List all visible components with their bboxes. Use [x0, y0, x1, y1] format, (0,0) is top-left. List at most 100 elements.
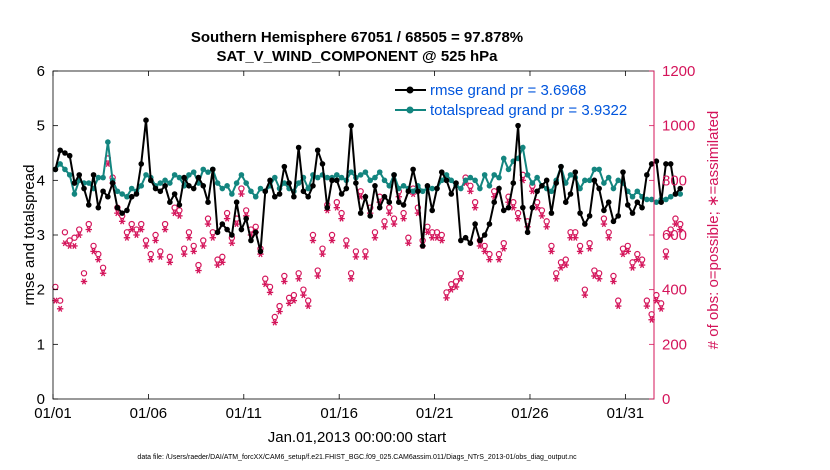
obs-assimilated-marker — [405, 240, 412, 247]
x-tick-label: 01/11 — [226, 405, 262, 422]
rmse-point — [138, 161, 145, 167]
rmse-point — [343, 185, 350, 192]
rmse-point — [295, 144, 302, 151]
rmse-point — [176, 202, 183, 208]
y-right-tick-label: 1000 — [662, 118, 695, 135]
obs-assimilated-marker — [615, 302, 622, 310]
rmse-point — [548, 210, 555, 216]
obs-assimilated-marker — [138, 226, 145, 233]
obs-possible-marker — [624, 242, 631, 250]
obs-assimilated-marker — [171, 210, 178, 217]
rmse-point — [186, 183, 192, 189]
obs-possible-marker — [76, 226, 83, 233]
y-axis-left-label: rmse and totalspread — [21, 165, 38, 306]
obs-assimilated-marker — [553, 275, 560, 282]
rmse-point — [76, 172, 83, 178]
spread-point — [524, 172, 531, 178]
spread-point — [171, 172, 178, 178]
spread-point — [205, 169, 211, 175]
obs-assimilated-marker — [80, 278, 88, 285]
spread-point — [257, 185, 264, 192]
rmse-point — [438, 169, 445, 175]
rmse-point — [658, 199, 664, 205]
rmse-point — [271, 193, 278, 200]
spread-point — [57, 161, 63, 167]
y-axis-right: 0 200 400 600 800 1000 1200 — [649, 63, 695, 408]
obs-assimilated-marker — [543, 223, 550, 230]
obs-possible-marker — [667, 226, 674, 233]
obs-assimilated-marker — [290, 297, 298, 304]
rmse-point — [209, 166, 216, 173]
y-left-tick-label: 2 — [37, 282, 45, 299]
obs-assimilated-marker — [562, 261, 569, 269]
obs-assimilated-marker — [343, 242, 350, 250]
obs-possible-marker — [576, 242, 584, 250]
rmse-point — [376, 204, 383, 211]
spread-point — [610, 185, 617, 192]
obs-assimilated-marker — [262, 281, 269, 288]
obs-assimilated-marker — [548, 248, 555, 255]
obs-assimilated-marker — [500, 245, 507, 252]
spread-point — [520, 144, 526, 151]
rmse-point — [663, 161, 669, 167]
rmse-point — [357, 210, 364, 216]
spread-point — [271, 174, 278, 181]
rmse-point — [243, 215, 249, 222]
obs-assimilated-marker — [219, 259, 226, 266]
obs-assimilated-marker — [638, 261, 646, 269]
obs-assimilated-marker — [433, 234, 441, 241]
obs-possible-marker — [581, 286, 589, 293]
obs-assimilated-marker — [667, 231, 674, 239]
rmse-point — [496, 185, 502, 192]
obs-assimilated-marker — [304, 302, 312, 310]
obs-possible-marker — [653, 291, 660, 299]
obs-possible-marker — [562, 256, 569, 263]
obs-possible-marker — [195, 261, 202, 269]
spread-point — [238, 172, 245, 178]
rmse-point — [300, 188, 307, 195]
obs-possible-marker — [152, 231, 159, 239]
rmse-point — [162, 183, 168, 189]
rmse-point — [648, 161, 655, 167]
rmse-point — [624, 202, 631, 208]
rmse-point — [591, 177, 598, 184]
rmse-point — [572, 169, 579, 175]
rmse-point — [276, 191, 283, 197]
rmse-point — [252, 229, 259, 236]
obs-possible-marker — [128, 220, 135, 228]
rmse-point — [410, 166, 416, 173]
obs-assimilated-marker — [538, 212, 546, 219]
obs-assimilated-marker — [452, 283, 460, 291]
spread-point — [500, 155, 507, 162]
rmse-point — [105, 193, 111, 200]
rmse-point — [462, 234, 469, 241]
spread-point — [229, 191, 235, 197]
rmse-point — [167, 199, 173, 205]
obs-possible-marker — [61, 229, 69, 236]
obs-possible-marker — [471, 198, 479, 206]
spread-point — [66, 172, 73, 178]
obs-possible-marker — [500, 239, 507, 247]
rmse-point — [214, 229, 221, 236]
obs-possible-marker — [180, 245, 188, 252]
rmse-series — [52, 117, 684, 255]
spread-point — [295, 180, 302, 186]
y-left-tick-label: 5 — [37, 118, 45, 135]
rmse-point — [505, 204, 512, 211]
plot-area — [53, 71, 654, 399]
obs-possible-marker — [371, 229, 379, 236]
obs-possible-marker — [309, 231, 317, 239]
rmse-point — [405, 188, 412, 195]
obs-possible-marker — [223, 209, 231, 217]
spread-point — [224, 183, 230, 189]
rmse-point — [396, 199, 402, 205]
obs-assimilated-marker — [123, 234, 131, 241]
rmse-point — [100, 188, 106, 195]
obs-assimilated-marker — [457, 275, 465, 282]
rmse-point — [147, 177, 154, 184]
obs-assimilated-marker — [99, 270, 107, 277]
obs-possible-marker — [657, 300, 665, 307]
spread-point — [338, 174, 345, 181]
spread-point — [486, 183, 493, 189]
obs-possible-marker — [285, 294, 293, 302]
